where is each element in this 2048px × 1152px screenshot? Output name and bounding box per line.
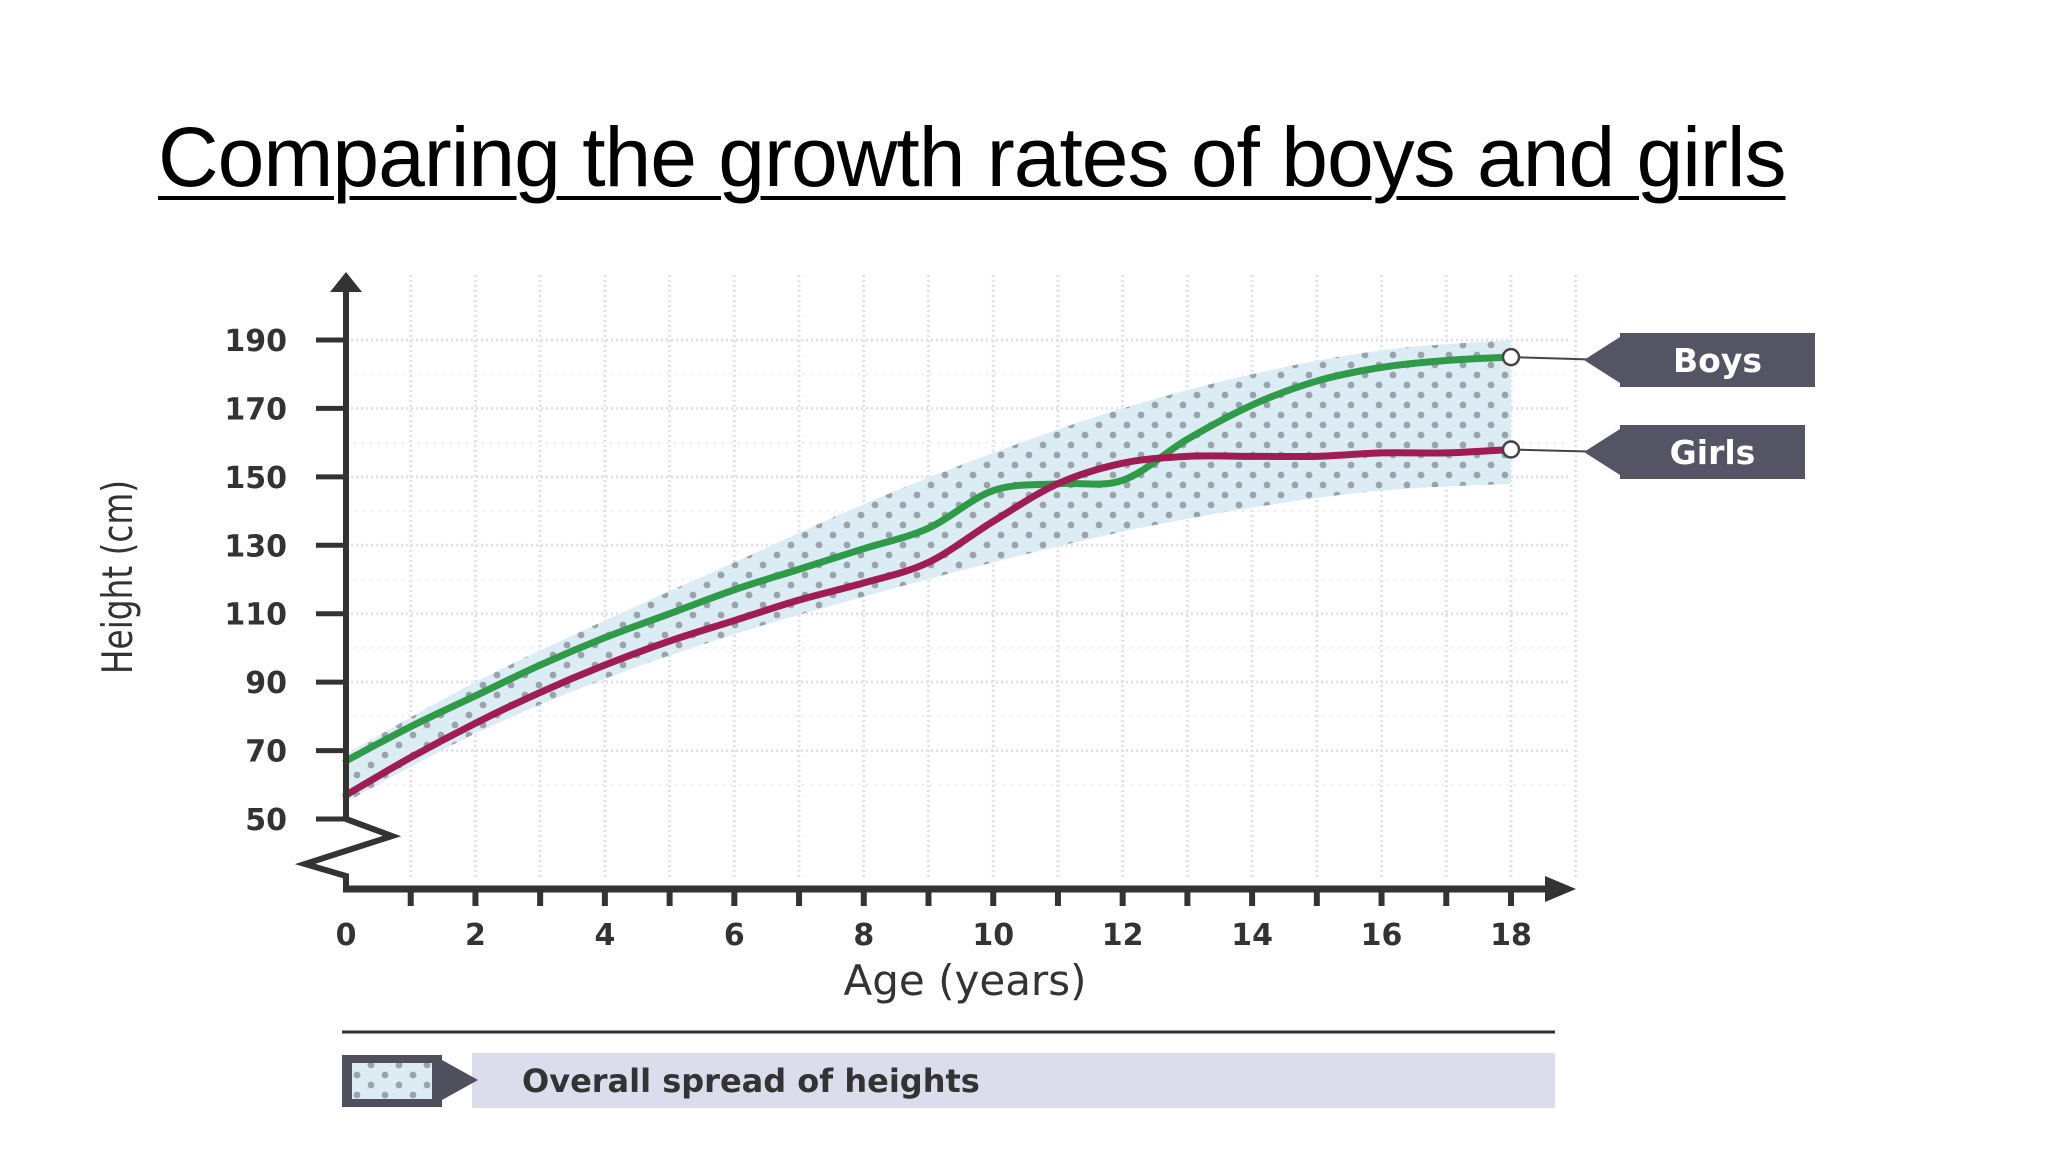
x-axis-title: Age (years) [844,956,1087,1005]
series-callouts: Boys Girls [1501,333,1815,479]
callout-label-girls: Girls [1670,433,1756,472]
callout-label-boys: Boys [1673,341,1762,380]
legend-arrow [442,1060,478,1100]
y-axis-arrow [330,272,362,292]
y-tick-label: 70 [245,735,287,770]
y-tick-label: 130 [224,529,287,564]
series-line-girls [342,445,1515,799]
y-tick-label: 110 [224,598,287,633]
x-tick-label: 4 [594,918,615,953]
callout-pointer-boys [1584,337,1620,383]
legend-swatch-dots [352,1063,432,1099]
x-tick-label: 16 [1361,918,1403,953]
y-tick-label: 170 [224,392,287,427]
y-axis-break [294,816,402,889]
y-tick-labels: 50 70 90 110 130 150 170 190 [224,324,287,838]
series-line-boys [342,353,1515,765]
callout-pointer-girls [1584,429,1620,475]
series-end-marker-boys [1501,347,1521,367]
series-end-marker-girls [1501,440,1521,459]
page-title: Comparing the growth rates of boys and g… [158,110,1787,204]
callout-box-boys [1620,333,1815,387]
y-tick-label: 150 [224,461,287,496]
x-tick-label: 6 [724,918,745,953]
x-tick-label: 8 [853,918,874,953]
axes [294,272,1576,906]
legend-label: Overall spread of heights [522,1062,980,1100]
x-tick-labels: 0 2 4 6 8 10 12 14 16 18 [336,918,1532,953]
spread-band-dots [346,340,1511,802]
y-tick-label: 90 [245,666,287,701]
spread-band [346,340,1511,802]
x-tick-label: 2 [465,918,486,953]
x-tick-label: 0 [336,918,357,953]
legend: Overall spread of heights [342,1030,1555,1108]
x-tick-label: 12 [1102,918,1144,953]
y-tick-label: 190 [224,324,287,359]
x-tick-label: 14 [1231,918,1273,953]
callout-box-girls [1620,425,1805,479]
y-tick-label: 50 [245,803,287,838]
legend-label-background [472,1053,1555,1108]
x-axis-arrow [1545,876,1576,902]
series-lines [342,353,1515,799]
y-axis-title: Height (cm) [93,480,142,674]
x-tick-label: 18 [1490,918,1532,953]
x-tick-label: 10 [972,918,1014,953]
